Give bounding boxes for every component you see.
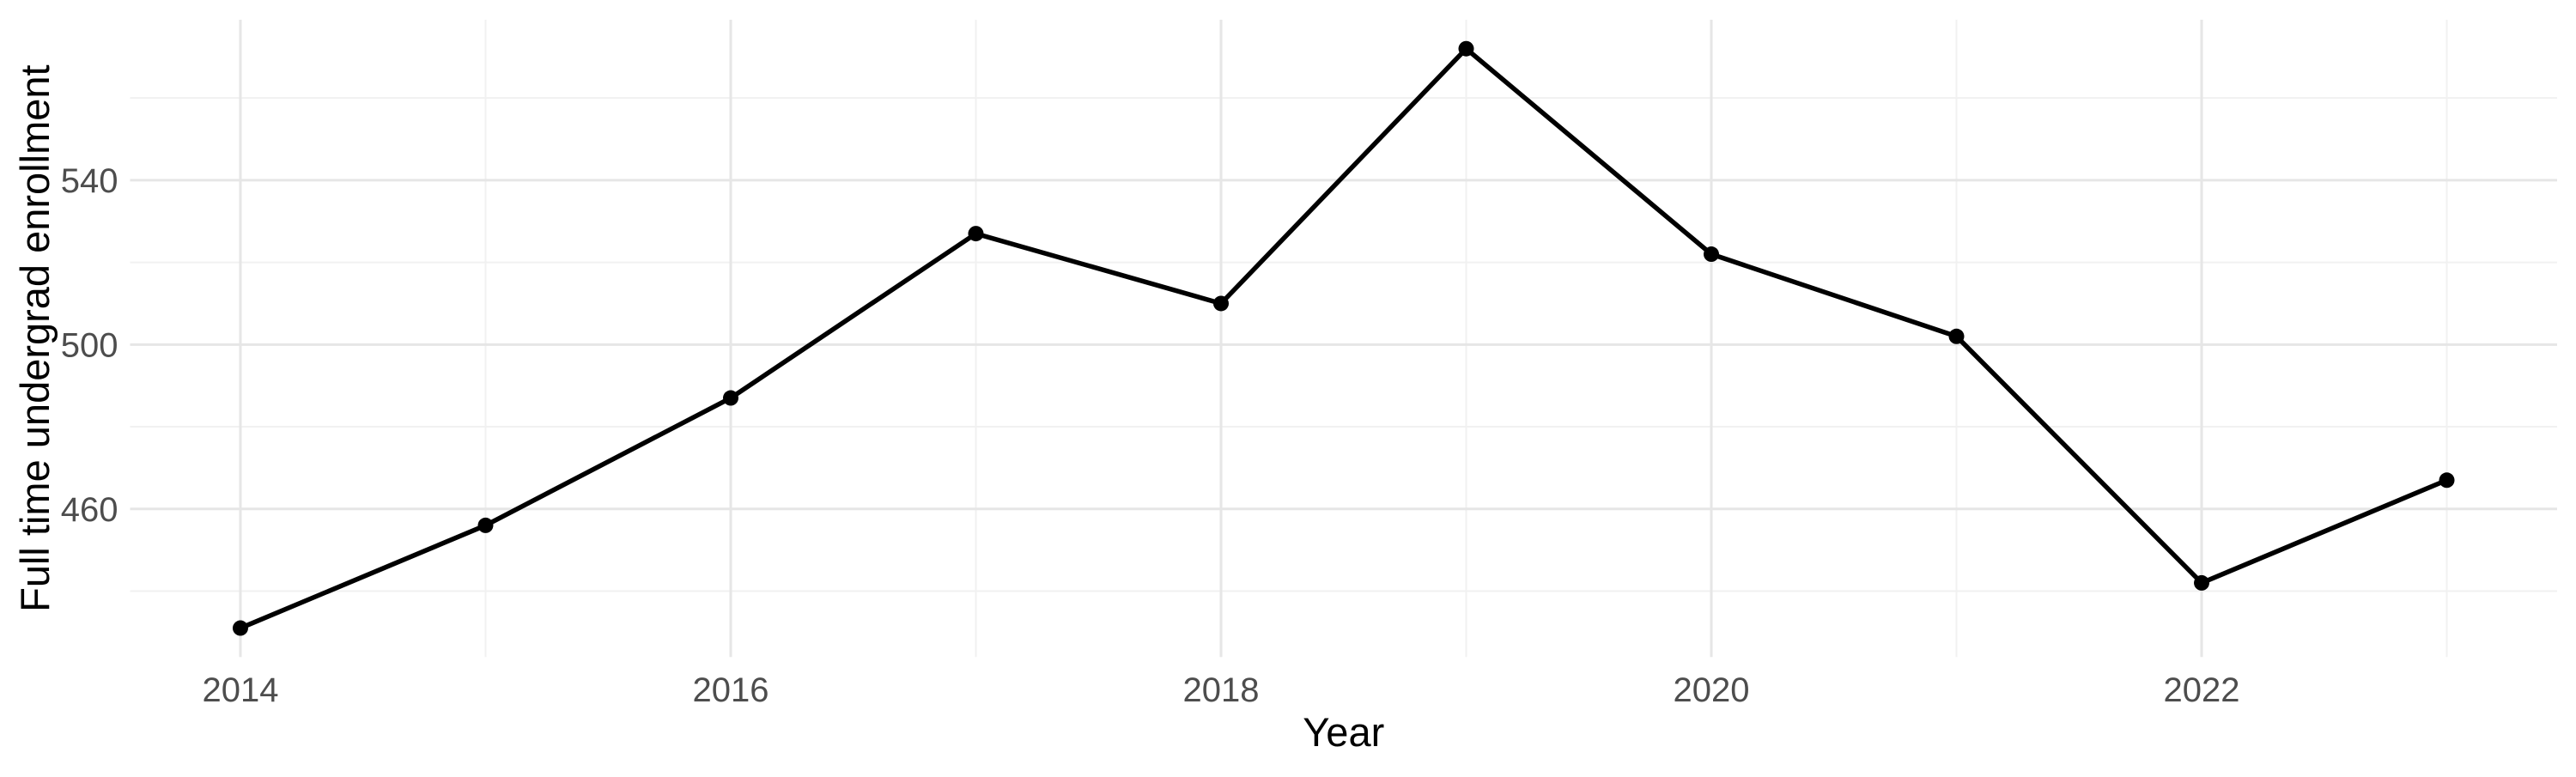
y-tick-label-540: 540 bbox=[61, 162, 118, 200]
data-point-2018 bbox=[1212, 295, 1229, 312]
data-point-2023 bbox=[2439, 472, 2455, 489]
data-point-2014 bbox=[232, 620, 248, 636]
x-tick-label-2022: 2022 bbox=[2164, 671, 2240, 709]
minor-gridlines bbox=[130, 20, 2557, 658]
x-tick-label-2016: 2016 bbox=[692, 671, 769, 709]
data-point-2022 bbox=[2194, 574, 2210, 591]
data-point-2017 bbox=[968, 226, 984, 242]
data-point-2021 bbox=[1948, 328, 1965, 344]
x-tick-label-2020: 2020 bbox=[1674, 671, 1750, 709]
x-tick-label-2014: 2014 bbox=[202, 671, 278, 709]
data-point-2015 bbox=[477, 517, 494, 533]
y-axis-title: Full time undergrad enrollment bbox=[12, 64, 58, 611]
y-tick-label-460: 460 bbox=[61, 491, 118, 529]
data-point-2016 bbox=[722, 390, 738, 406]
data-point-2019 bbox=[1458, 40, 1474, 57]
y-tick-label-500: 500 bbox=[61, 326, 118, 364]
axis-tick-labels: 460 500 540 2014 2016 2018 2020 2022 bbox=[61, 162, 2240, 709]
x-axis-title: Year bbox=[1303, 709, 1384, 755]
series-layer bbox=[232, 40, 2455, 636]
major-gridlines bbox=[130, 20, 2557, 658]
x-tick-label-2018: 2018 bbox=[1183, 671, 1260, 709]
enrollment-line bbox=[238, 46, 2450, 631]
data-point-2020 bbox=[1704, 246, 1720, 263]
